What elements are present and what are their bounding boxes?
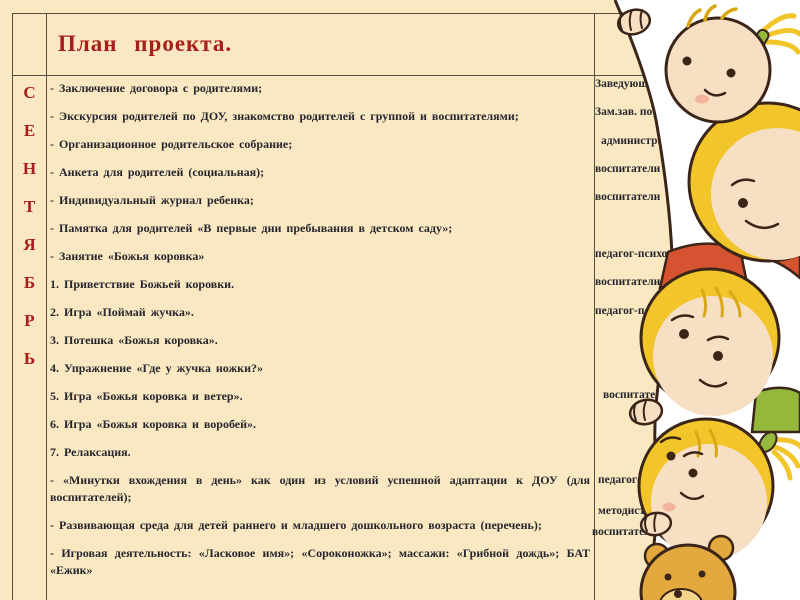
responsible-label: педагог-психолог (595, 248, 685, 260)
month-letter: Р (24, 311, 35, 330)
teddy-bear-icon (639, 534, 737, 600)
plan-item: - Занятие «Божья коровка» (50, 249, 205, 263)
plan-item: - Памятка для родителей «В первые дни пр… (50, 221, 453, 235)
responsible-label: методист (598, 505, 646, 517)
plan-item: - Развивающая среда для детей раннего и … (50, 518, 542, 532)
responsible-label: Заведующая (595, 78, 661, 90)
table-border-header-bottom (12, 75, 790, 76)
child-peeking-icon (658, 101, 800, 290)
children-illustration (613, 0, 800, 600)
table-border-left (12, 13, 13, 600)
child-peeking-icon (628, 267, 800, 434)
plan-item: - Экскурсия родителей по ДОУ, знакомство… (50, 109, 519, 123)
child-peeking-icon (637, 417, 800, 560)
page-title: План проекта. (58, 31, 233, 56)
plan-item: 7. Релаксация. (50, 445, 131, 459)
plan-item: 1. Приветствие Божьей коровки. (50, 277, 235, 291)
plan-item: - Заключение договора с родителями; (50, 81, 263, 95)
plan-list: - Заключение договора с родителями; - Эк… (50, 80, 590, 590)
plan-item: 3. Потешка «Божья коровка». (50, 333, 218, 347)
month-column: С Е Н Т Я Б Р Ь (13, 74, 46, 378)
responsible-label: воспитатели (603, 389, 669, 401)
table-divider-responsible (594, 13, 595, 600)
responsible-label: воспитатели (595, 163, 661, 175)
plan-item: - Анкета для родителей (социальная); (50, 165, 265, 179)
table-border-top (12, 13, 790, 14)
child-peeking-icon (616, 4, 800, 124)
plan-item: 5. Игра «Божья коровка и ветер». (50, 389, 243, 403)
month-letter: С (23, 83, 36, 102)
responsible-label: воспитатели (595, 191, 661, 203)
month-letter: Е (23, 121, 36, 140)
month-letter: Н (22, 159, 37, 178)
plan-item: - Индивидуальный журнал ребенка; (50, 193, 254, 207)
plan-item: - Игровая деятельность: «Ласковое имя»; … (50, 546, 590, 577)
plan-item: 4. Упражнение «Где у жучка ножки?» (50, 361, 263, 375)
month-letter: Я (23, 235, 36, 254)
responsible-label: воспитатели (595, 276, 661, 288)
month-letter: Б (23, 273, 36, 292)
plan-item: 6. Игра «Божья коровка и воробей». (50, 417, 257, 431)
table-divider-month (46, 13, 47, 600)
plan-item: - Организационное родительское собрание; (50, 137, 293, 151)
month-letter: Ь (23, 349, 36, 368)
month-letter: Т (23, 197, 36, 216)
plan-item: 2. Игра «Поймай жучка». (50, 305, 194, 319)
plan-item: - «Минутки вхождения в день» как один из… (50, 473, 590, 504)
